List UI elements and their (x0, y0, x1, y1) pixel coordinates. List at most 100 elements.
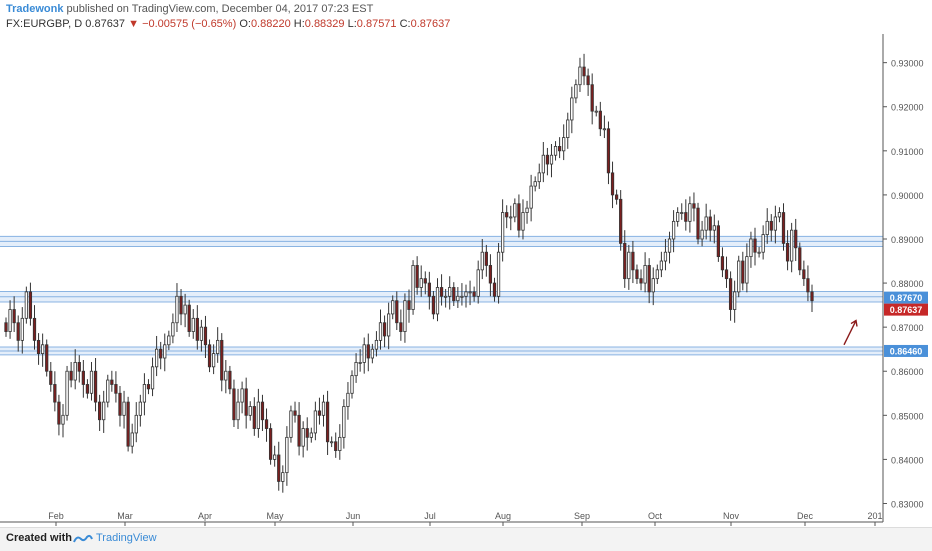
candle (680, 203, 684, 220)
candle (16, 315, 20, 352)
candle (521, 199, 525, 240)
candle (704, 203, 708, 240)
candle-body (28, 291, 33, 319)
time-tick-label: Apr (198, 511, 212, 521)
candle-body (541, 154, 545, 174)
candle-body (566, 119, 570, 138)
candle (41, 333, 45, 367)
candle-body (146, 384, 151, 390)
candle (106, 374, 110, 408)
candle-body (671, 220, 676, 240)
author-link[interactable]: Tradewonk (6, 3, 64, 15)
candle (350, 370, 354, 399)
candle-body (745, 256, 749, 284)
candle-body (403, 300, 407, 332)
candle (407, 289, 411, 323)
candle (69, 361, 73, 388)
candle-body (419, 278, 423, 288)
tradingview-brand-link[interactable]: TradingView (96, 532, 157, 544)
candle-body (325, 401, 330, 443)
candle-body (12, 309, 16, 324)
candle-body (366, 344, 370, 359)
low-label: L: (347, 18, 357, 30)
candle (594, 105, 598, 117)
candle (321, 394, 326, 427)
candle-body (521, 212, 525, 231)
high-label: H: (293, 18, 305, 30)
candle-body (240, 388, 244, 403)
candle-body (20, 317, 24, 341)
time-tick-label: Dec (797, 511, 814, 521)
candle-body (553, 146, 558, 156)
candle (798, 242, 802, 276)
published-text: published on TradingView.com, December 0… (66, 3, 374, 15)
candle (199, 319, 204, 352)
candle-body (777, 212, 782, 218)
price-axis[interactable]: 0.93000 0.92000 0.91000 0.90000 0.89000 0.880… (883, 59, 924, 510)
candle (163, 333, 167, 372)
candle-body (77, 362, 81, 372)
candle (480, 238, 484, 280)
candle-body (138, 401, 142, 416)
candle (134, 402, 138, 443)
candle (370, 343, 374, 364)
symbol-label[interactable]: FX:EURGBP, D (6, 18, 83, 30)
price-tick-label: 0.84000 (891, 455, 924, 465)
candle-body (142, 384, 147, 403)
candle (496, 242, 501, 304)
candle-body (492, 282, 497, 297)
candle-body (505, 212, 509, 218)
candle (102, 390, 106, 433)
candle-body (769, 220, 773, 231)
candle (773, 205, 777, 244)
candle (65, 365, 69, 421)
candle-body (537, 172, 541, 183)
high-value: 0.88329 (304, 18, 345, 30)
tradingview-logo-icon[interactable] (73, 533, 93, 545)
candle-body (134, 414, 138, 434)
candle-body (501, 212, 505, 253)
candle-body (496, 251, 501, 297)
candle (130, 423, 134, 454)
candle-body (610, 172, 615, 196)
candle-body (69, 370, 73, 381)
candle (403, 293, 407, 343)
candle-body (545, 154, 550, 165)
candle (366, 333, 370, 372)
candle (309, 427, 313, 443)
candle (342, 399, 346, 449)
time-axis[interactable]: Feb Mar Apr May Jun Jul Aug Sep Oct Nov Dec 201 (48, 511, 883, 526)
candle (305, 417, 309, 451)
candle-body (464, 291, 468, 297)
candle-body (476, 269, 480, 297)
candle-body (590, 84, 594, 112)
candle (777, 207, 782, 223)
candle-body (24, 291, 28, 319)
candle-body (154, 348, 159, 368)
candle-body (439, 287, 444, 297)
candle-body (651, 278, 655, 293)
candle-body (602, 128, 607, 131)
candle (260, 394, 265, 431)
candle-body (643, 265, 647, 284)
candle-body (704, 216, 708, 231)
candle (236, 388, 240, 429)
candle (171, 313, 175, 344)
candle (362, 337, 366, 374)
candle-body (224, 370, 228, 381)
candle (195, 305, 199, 350)
candle (32, 305, 37, 350)
candle (330, 436, 334, 448)
candle-body (45, 344, 49, 372)
candle-body (606, 128, 611, 174)
price-badge-label: 0.86460 (890, 346, 923, 356)
candle (126, 396, 130, 452)
candle (423, 271, 427, 295)
candle-body (680, 212, 684, 214)
candle-body (720, 256, 725, 271)
candle (663, 238, 668, 271)
candle-body (211, 353, 216, 368)
candle (631, 240, 635, 284)
